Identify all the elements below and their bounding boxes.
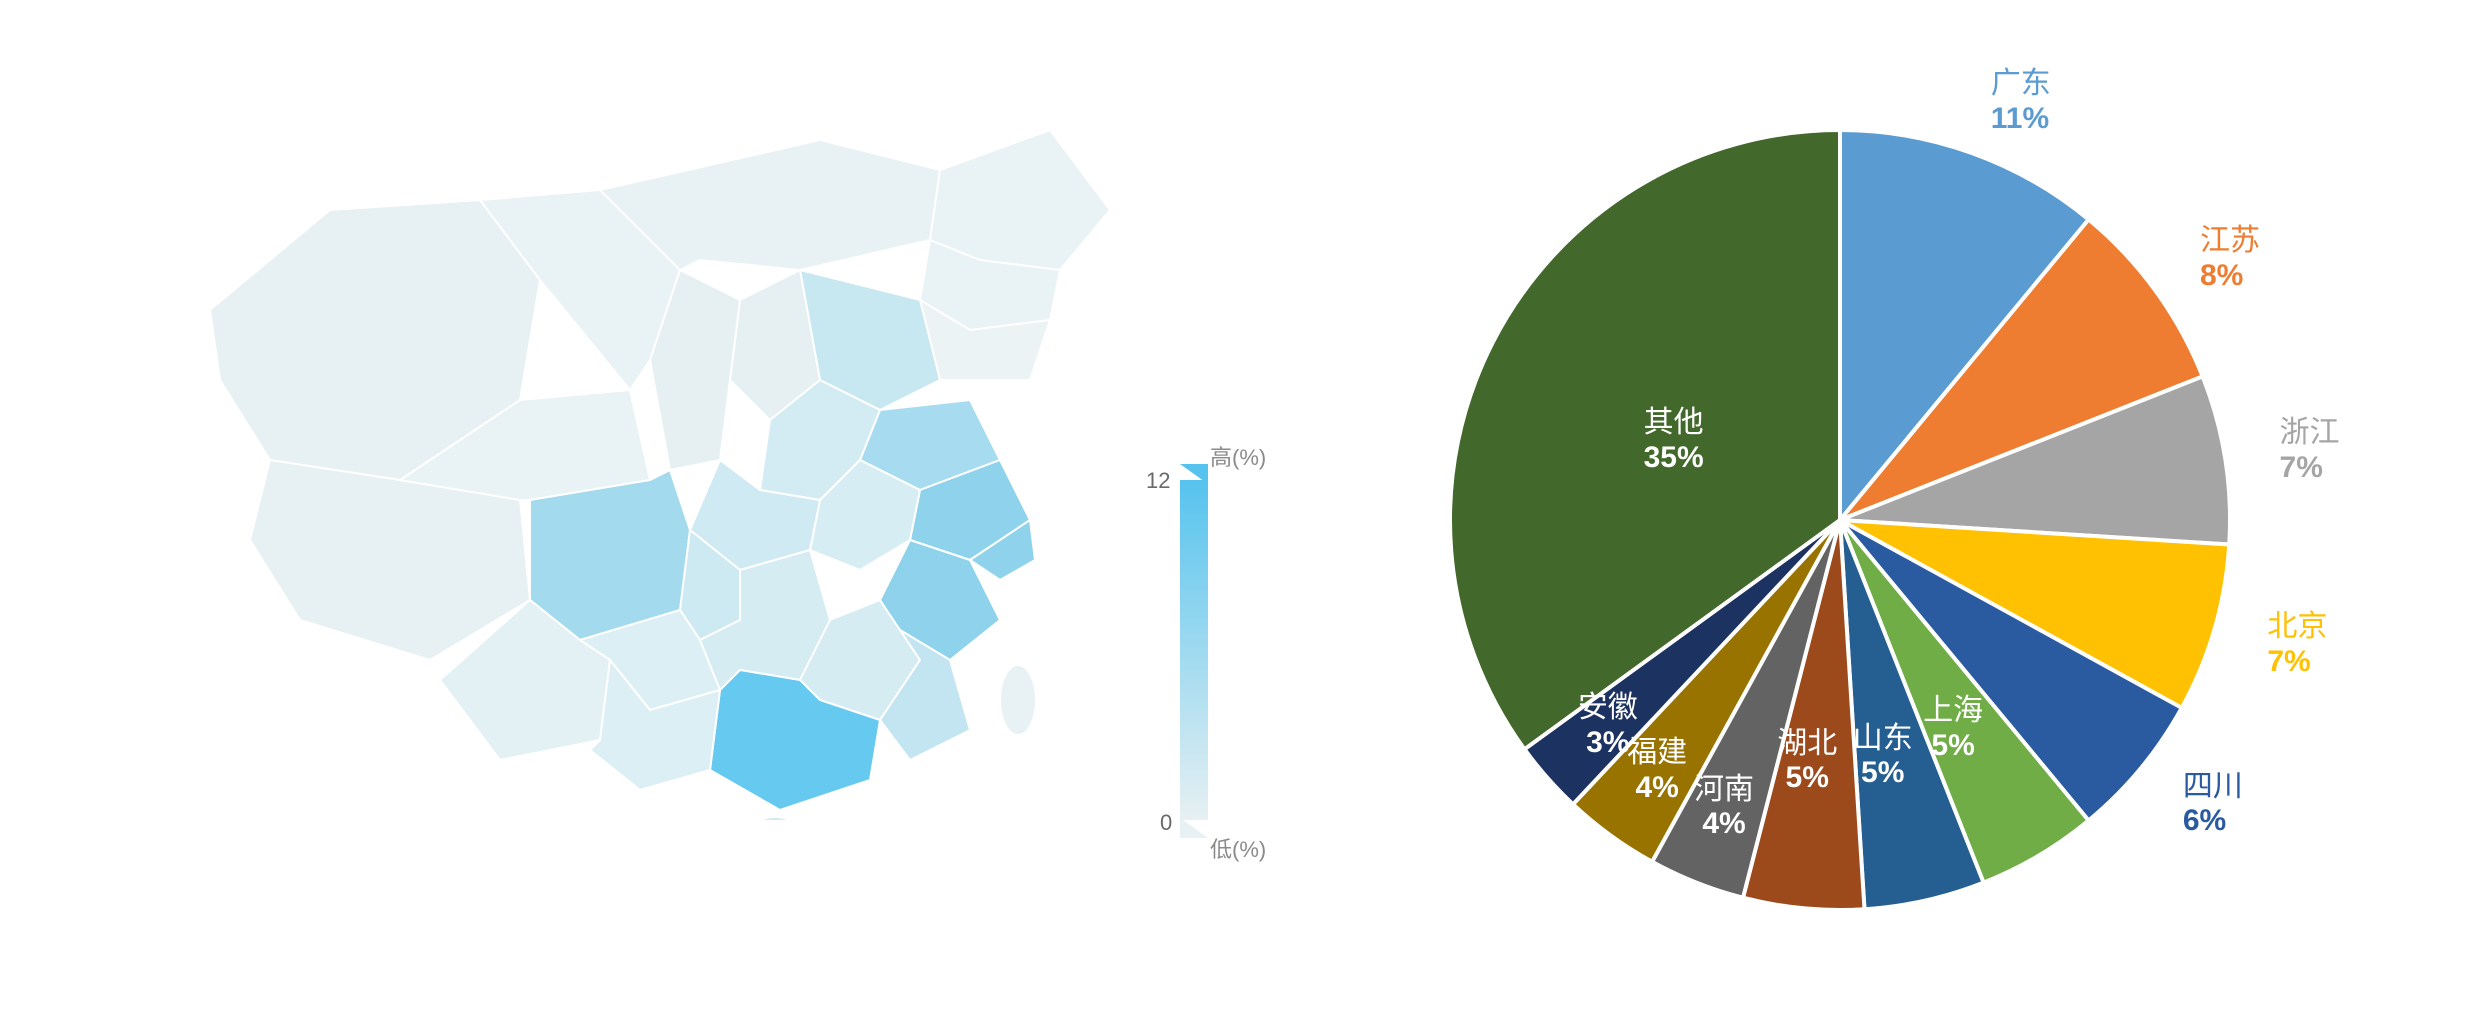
legend-low-label: 低(%) — [1210, 832, 1266, 864]
pie-slice-label: 北京7% — [2267, 610, 2327, 679]
pie-slice-label: 广东11% — [1991, 67, 2051, 136]
pie-slice-pct: 35% — [1644, 441, 1704, 476]
pie-slice-pct: 5% — [1923, 729, 1983, 764]
legend-gradient-bar — [1180, 480, 1208, 820]
pie-slice-name: 其他 — [1644, 406, 1704, 441]
pie-slice-label: 浙江7% — [2280, 416, 2340, 485]
pie-slice-pct: 7% — [2267, 645, 2327, 680]
pie-slice-pct: 8% — [2200, 259, 2260, 294]
pie-slice-name: 安徽 — [1578, 691, 1638, 726]
pie-slice-name: 四川 — [2183, 770, 2243, 805]
pie-slice-label: 山东5% — [1853, 722, 1913, 791]
legend-bottom-triangle-icon — [1180, 818, 1208, 838]
pie-slice-pct: 4% — [1694, 807, 1754, 842]
legend-high-label: 高(%) — [1210, 440, 1266, 472]
province-pie-chart: 广东11%江苏8%浙江7%北京7%四川6%上海5%山东5%湖北5%河南4%福建4… — [1430, 80, 2430, 980]
pie-slice-name: 江苏 — [2200, 224, 2260, 259]
pie-svg — [1430, 80, 2430, 980]
pie-slice-pct: 3% — [1578, 726, 1638, 761]
pie-slice-label: 其他35% — [1644, 406, 1704, 475]
china-choropleth-map — [180, 60, 1120, 820]
pie-slice-name: 北京 — [2267, 610, 2327, 645]
pie-slice-pct: 11% — [1991, 102, 2051, 137]
map-legend: 高(%) 12 0 低(%) — [1160, 440, 1280, 870]
pie-slice-name: 湖北 — [1777, 727, 1837, 762]
pie-slice-name: 上海 — [1923, 694, 1983, 729]
pie-slice-name: 山东 — [1853, 722, 1913, 757]
pie-slice-label: 上海5% — [1923, 694, 1983, 763]
legend-max-tick: 12 — [1146, 468, 1170, 494]
pie-slice-pct: 5% — [1777, 761, 1837, 796]
pie-slice-name: 浙江 — [2280, 416, 2340, 451]
pie-slice-pct: 7% — [2280, 451, 2340, 486]
pie-slice-label: 河南4% — [1694, 773, 1754, 842]
pie-slice-label: 江苏8% — [2200, 224, 2260, 293]
pie-slice-pct: 5% — [1853, 756, 1913, 791]
pie-slice-pct: 4% — [1627, 771, 1687, 806]
china-map-svg — [180, 60, 1120, 820]
pie-slice-label: 四川6% — [2183, 770, 2243, 839]
pie-slice-label: 安徽3% — [1578, 691, 1638, 760]
legend-min-tick: 0 — [1160, 810, 1172, 836]
pie-slice-pct: 6% — [2183, 804, 2243, 839]
pie-slice-name: 河南 — [1694, 773, 1754, 808]
figure-canvas: 高(%) 12 0 低(%) 广东11%江苏8%浙江7%北京7%四川6%上海5%… — [0, 0, 2479, 1031]
pie-slice-label: 湖北5% — [1777, 727, 1837, 796]
pie-slice-name: 广东 — [1991, 67, 2051, 102]
